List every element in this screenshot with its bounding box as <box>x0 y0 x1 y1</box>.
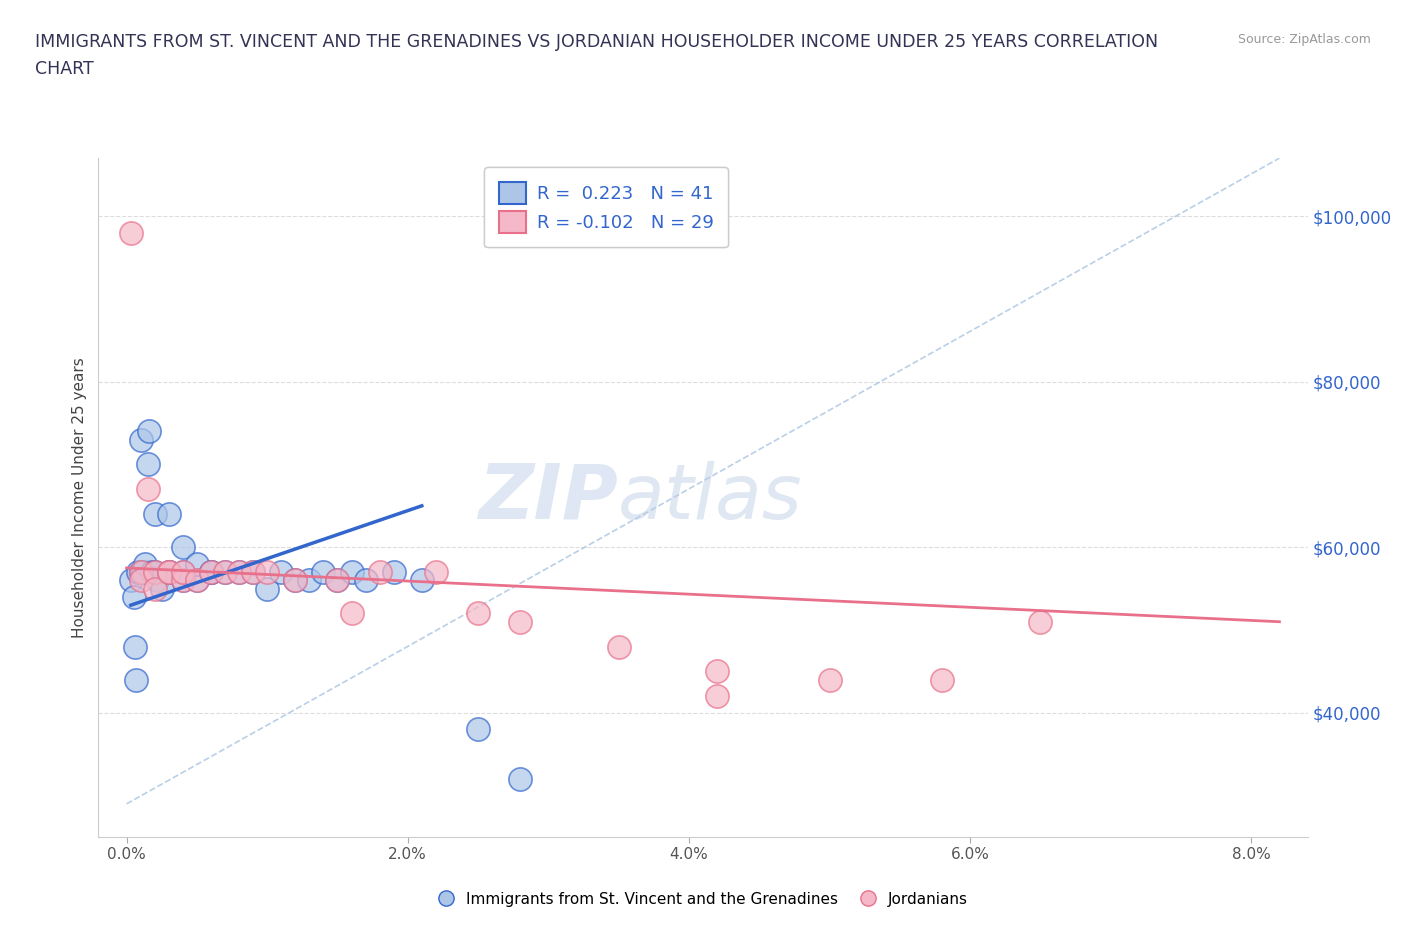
Point <box>120 225 142 240</box>
Point <box>326 573 349 588</box>
Legend: R =  0.223   N = 41, R = -0.102   N = 29: R = 0.223 N = 41, R = -0.102 N = 29 <box>485 167 728 247</box>
Point <box>124 639 146 654</box>
Point <box>200 565 222 579</box>
Y-axis label: Householder Income Under 25 years: Householder Income Under 25 years <box>72 357 87 638</box>
Point <box>818 672 841 687</box>
Point <box>340 565 363 579</box>
Point <box>136 457 159 472</box>
Point <box>186 556 208 571</box>
Point <box>368 565 391 579</box>
Point <box>129 432 152 447</box>
Point <box>150 581 173 596</box>
Point <box>270 565 292 579</box>
Point <box>467 606 489 621</box>
Point <box>172 573 194 588</box>
Point <box>172 565 194 579</box>
Point <box>214 565 236 579</box>
Point <box>146 573 169 588</box>
Point <box>228 565 250 579</box>
Point <box>312 565 335 579</box>
Point <box>129 565 152 579</box>
Point <box>120 573 142 588</box>
Point <box>200 565 222 579</box>
Point <box>706 689 728 704</box>
Point <box>172 565 194 579</box>
Point <box>200 565 222 579</box>
Text: Source: ZipAtlas.com: Source: ZipAtlas.com <box>1237 33 1371 46</box>
Point <box>425 565 447 579</box>
Point <box>340 606 363 621</box>
Text: ZIP: ZIP <box>478 460 619 535</box>
Point <box>186 573 208 588</box>
Point <box>214 565 236 579</box>
Point <box>509 615 531 630</box>
Point <box>157 565 180 579</box>
Point <box>509 772 531 787</box>
Point <box>411 573 433 588</box>
Point <box>143 581 166 596</box>
Legend: Immigrants from St. Vincent and the Grenadines, Jordanians: Immigrants from St. Vincent and the Gren… <box>432 885 974 913</box>
Point <box>141 565 163 579</box>
Point <box>326 573 349 588</box>
Point <box>129 573 152 588</box>
Point <box>298 573 321 588</box>
Point <box>157 565 180 579</box>
Point <box>256 565 278 579</box>
Point <box>132 565 155 579</box>
Point <box>242 565 264 579</box>
Point <box>157 565 180 579</box>
Point <box>125 672 148 687</box>
Point <box>143 507 166 522</box>
Point <box>256 581 278 596</box>
Point <box>1029 615 1052 630</box>
Point <box>172 539 194 554</box>
Point <box>242 565 264 579</box>
Point <box>354 573 377 588</box>
Point <box>129 565 152 579</box>
Point <box>228 565 250 579</box>
Text: IMMIGRANTS FROM ST. VINCENT AND THE GRENADINES VS JORDANIAN HOUSEHOLDER INCOME U: IMMIGRANTS FROM ST. VINCENT AND THE GREN… <box>35 33 1159 50</box>
Point <box>706 664 728 679</box>
Point <box>157 565 180 579</box>
Point <box>284 573 307 588</box>
Point <box>382 565 405 579</box>
Point <box>467 722 489 737</box>
Point <box>138 424 160 439</box>
Point <box>136 482 159 497</box>
Point <box>134 556 156 571</box>
Point <box>143 565 166 579</box>
Point <box>186 573 208 588</box>
Point <box>284 573 307 588</box>
Point <box>172 573 194 588</box>
Point <box>127 565 149 579</box>
Text: CHART: CHART <box>35 60 94 78</box>
Point <box>122 590 145 604</box>
Text: atlas: atlas <box>619 460 803 535</box>
Point <box>143 565 166 579</box>
Point <box>157 507 180 522</box>
Point <box>607 639 630 654</box>
Point <box>931 672 953 687</box>
